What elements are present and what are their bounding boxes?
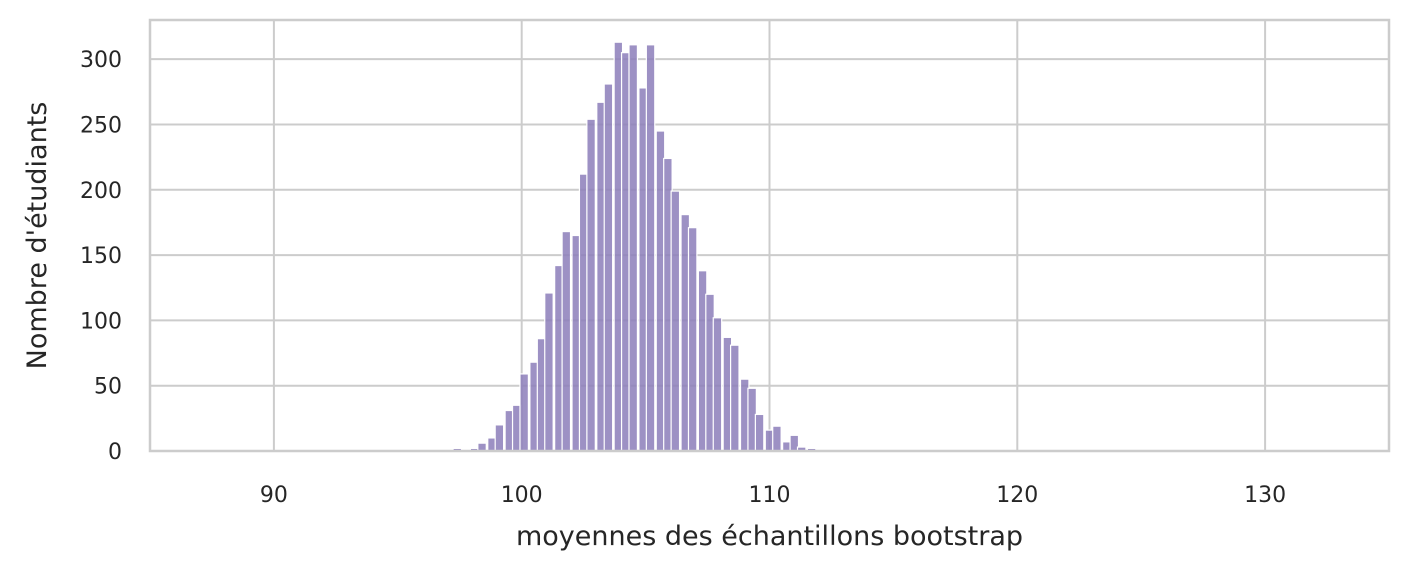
histogram-bar (772, 425, 782, 452)
x-tick-label: 90 (260, 483, 288, 508)
histogram-bar (687, 227, 698, 452)
y-axis-ticks: 0 50 100 150 200 250 300 (80, 48, 122, 465)
histogram-bar (586, 118, 596, 452)
histogram-bar (544, 292, 554, 452)
y-tick-label: 300 (80, 48, 122, 73)
histogram-bar (603, 83, 614, 452)
plot-frame (148, 18, 1391, 453)
x-tick-label: 130 (1244, 483, 1286, 508)
x-axis-label: moyennes des échantillons bootstrap (516, 521, 1023, 552)
histogram-bar (712, 317, 723, 452)
x-tick-label: 120 (996, 483, 1038, 508)
y-tick-label: 50 (94, 375, 122, 400)
histogram-bar (729, 344, 740, 452)
y-tick-label: 200 (80, 179, 122, 204)
histogram-bar (494, 424, 505, 452)
y-axis-label: Nombre d'étudiants (22, 102, 53, 370)
histogram-bar (628, 44, 639, 452)
histogram-bar (754, 413, 765, 452)
bars (427, 41, 834, 452)
y-tick-label: 0 (108, 440, 122, 465)
histogram-bar (645, 44, 656, 452)
histogram-bar (519, 373, 529, 452)
histogram-bar (670, 190, 681, 452)
y-tick-label: 100 (80, 309, 122, 334)
y-tick-label: 150 (80, 244, 122, 269)
x-tick-label: 110 (749, 483, 791, 508)
grid (150, 20, 1389, 452)
histogram-bar (561, 230, 572, 452)
x-tick-label: 100 (501, 483, 543, 508)
y-tick-label: 250 (80, 113, 122, 138)
x-axis-ticks: 90 100 110 120 130 (260, 483, 1286, 508)
